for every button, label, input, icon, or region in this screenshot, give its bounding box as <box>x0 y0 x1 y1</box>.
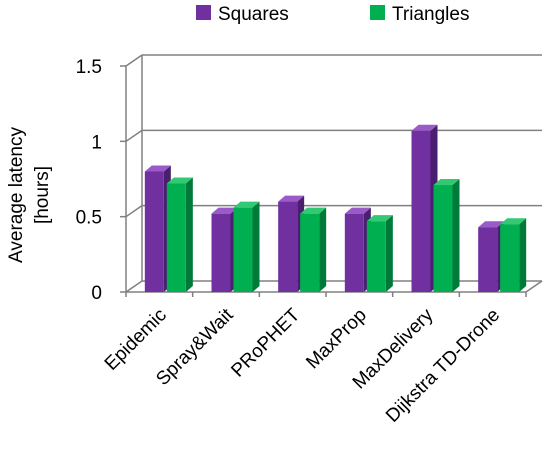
bar-front <box>433 185 453 292</box>
y-tick-label: 0 <box>91 283 102 304</box>
legend-label-triangles: Triangles <box>392 4 469 25</box>
bar-front <box>344 213 364 292</box>
bar-front <box>500 224 520 292</box>
bar-side <box>252 201 260 292</box>
bar-top <box>366 215 393 222</box>
bar-side <box>319 207 327 292</box>
bar-top <box>233 201 260 208</box>
bar-front <box>366 221 386 292</box>
gridline-depth <box>125 54 143 67</box>
y-tick-label: 1.5 <box>76 57 102 78</box>
bar-triangles-3 <box>300 207 327 292</box>
gridline-depth <box>125 205 143 218</box>
bar-top <box>344 207 371 214</box>
bar-front <box>166 183 186 292</box>
bar-front <box>300 213 320 292</box>
legend-swatch-squares <box>196 5 211 20</box>
bar-front <box>233 207 253 292</box>
floor-left-edge <box>125 280 143 293</box>
floor-right-edge <box>525 280 543 293</box>
bar-triangles-5 <box>433 179 460 292</box>
y-tick-label: 0.5 <box>76 208 102 229</box>
y-axis-label-line1: Average latency <box>6 127 27 263</box>
bar-top <box>300 207 327 214</box>
legend-label-squares: Squares <box>218 4 289 25</box>
bar-top <box>411 124 438 131</box>
x-tick-label: Dijkstra TD-Drone <box>382 305 504 427</box>
bar-triangles-4 <box>366 215 393 292</box>
bar-top <box>144 165 171 172</box>
y-tick-label: 1 <box>91 132 102 153</box>
bar-front <box>411 130 431 292</box>
x-tick-labels: EpidemicSpray&WaitPRoPHETMaxPropMaxDeliv… <box>101 304 504 427</box>
bar-side <box>385 215 393 292</box>
bar-triangles-1 <box>166 177 193 292</box>
bar-front <box>278 201 298 292</box>
bar-top <box>166 177 193 184</box>
bar-top <box>500 218 527 225</box>
x-tick-label: PRoPHET <box>227 304 304 381</box>
bar-side <box>452 179 460 292</box>
bar-top <box>433 179 460 186</box>
y-tick-labels: 0 0.5 1 1.5 <box>76 57 102 304</box>
bar-side <box>185 177 193 292</box>
bar-side <box>519 218 527 292</box>
legend: Squares Triangles <box>196 4 469 25</box>
y-axis-label-line2: [hours] <box>32 166 53 224</box>
x-tick-label: MaxProp <box>302 305 371 374</box>
gridline-depth <box>125 129 143 142</box>
gridlines <box>120 54 542 297</box>
legend-swatch-triangles <box>370 5 385 20</box>
bar-front <box>144 171 164 292</box>
bar-triangles-6 <box>500 218 527 292</box>
bars <box>144 124 527 292</box>
bar-front <box>478 227 498 292</box>
bar-front <box>211 213 231 292</box>
bar-top <box>211 207 238 214</box>
x-tick-label: Epidemic <box>101 305 171 375</box>
bar-top <box>478 221 505 228</box>
bar-top <box>278 195 305 202</box>
bar-triangles-2 <box>233 201 260 292</box>
